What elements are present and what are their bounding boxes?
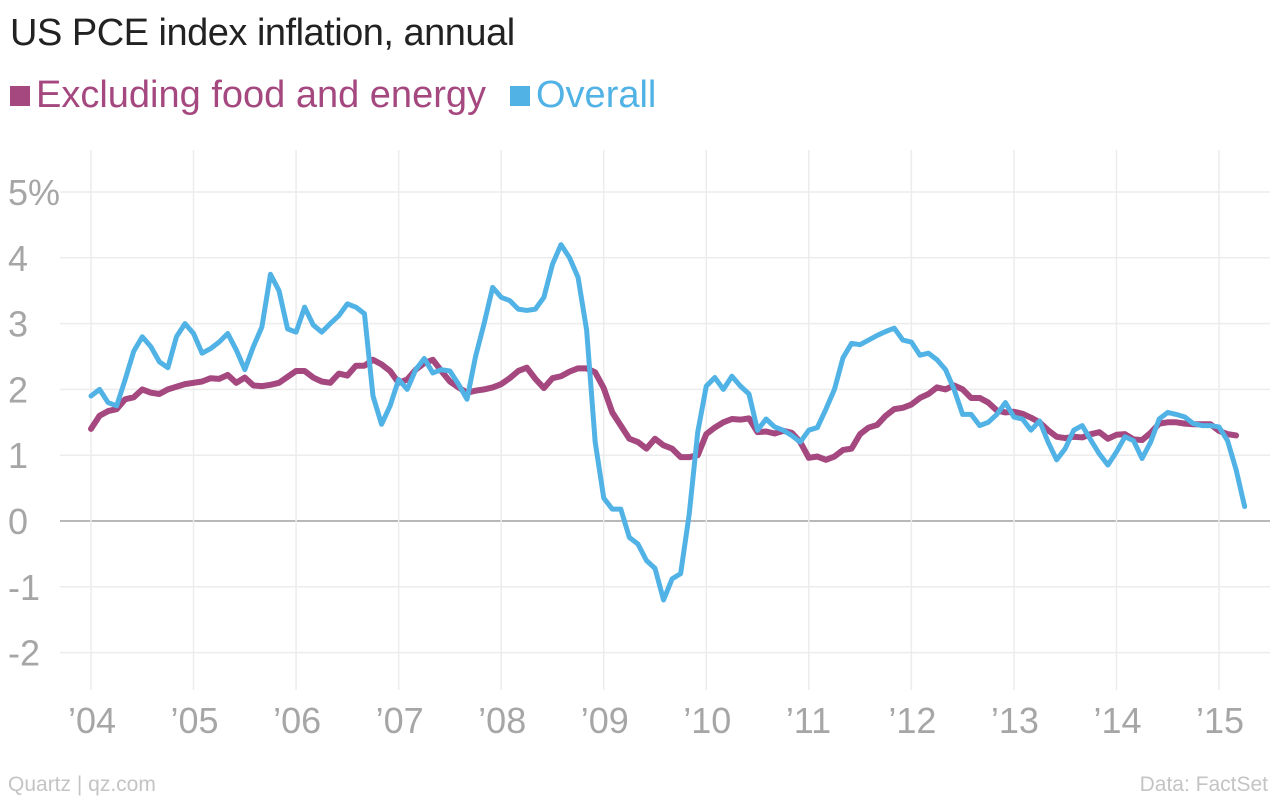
y-tick-label: -2 [8,633,40,674]
x-tick-label: ’04 [68,700,116,741]
series-line-overall [88,242,1248,603]
x-tick-label: ’15 [1196,700,1244,741]
series-line-core [88,356,1240,463]
x-axis-tick-labels: ’04 ’05 ’06 ’07 ’08 ’09 ’10 ’11 ’12 ’13 ’14 ’15 [68,700,1244,741]
x-tick-label: ’11 [786,700,831,741]
y-tick-label: 2 [8,369,28,410]
x-tick-label: ’12 [888,700,936,741]
legend: Excluding food and energy Overall [10,74,680,117]
y-tick-label: 3 [8,304,28,345]
legend-item-overall: Overall [510,74,656,117]
chart-title: US PCE index inflation, annual [10,12,515,54]
y-tick-label: 1 [8,435,28,476]
y-tick-label: 4 [8,238,28,279]
x-tick-label: ’05 [171,700,219,741]
y-tick-label: 0 [8,501,28,542]
series-layer [88,242,1248,603]
y-tick-label: -1 [8,567,40,608]
x-tick-label: ’07 [376,700,424,741]
y-tick-label: 5% [8,172,60,213]
footer-source-right: Data: FactSet [1139,773,1268,796]
x-tick-label: ’06 [273,700,321,741]
legend-label-overall: Overall [536,74,657,116]
x-tick-label: ’14 [1093,700,1141,741]
x-tick-label: ’08 [478,700,526,741]
x-tick-label: ’09 [581,700,629,741]
y-axis-tick-labels: 5% 4 3 2 1 0 -1 -2 [8,172,60,674]
footer-source-left: Quartz | qz.com [8,773,156,796]
legend-swatch-overall [510,85,530,106]
x-tick-label: ’13 [991,700,1039,741]
legend-label-core: Excluding food and energy [36,74,486,116]
legend-item-core: Excluding food and energy [10,74,486,117]
grid-lines [60,150,1270,690]
x-tick-label: ’10 [683,700,731,741]
legend-swatch-core [10,85,30,106]
